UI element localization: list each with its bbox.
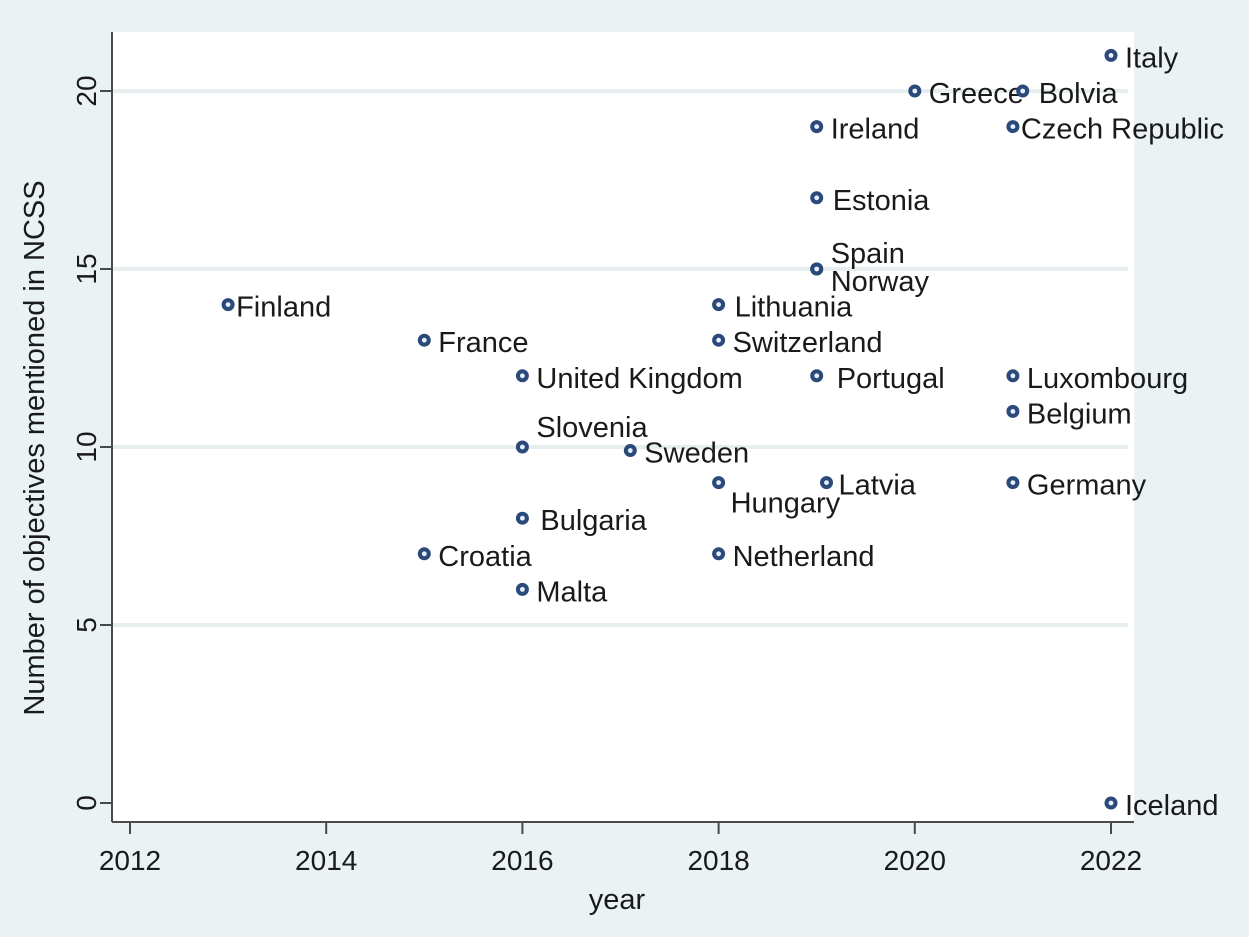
data-points: Italy Greece Bolvia Ireland Czech Republic Es…: [221, 42, 1224, 822]
data-point-center: [1108, 53, 1114, 58]
point-label: Spain: [831, 238, 905, 270]
point-label: Czech Republic: [1021, 114, 1224, 146]
y-axis-title: Number of objectives mentioned in NCSS: [19, 180, 51, 715]
point-label: Greece: [929, 78, 1024, 110]
data-point-center: [814, 266, 820, 272]
data-point-center: [716, 302, 721, 307]
point-label: France: [438, 327, 528, 359]
data-point-center: [520, 373, 525, 379]
data-point-center: [1010, 124, 1016, 129]
y-tick-label: 5: [71, 617, 102, 633]
point-label: Netherland: [733, 541, 875, 573]
point-label: Belgium: [1027, 398, 1132, 430]
data-point-center: [627, 448, 633, 453]
plot-area: [112, 32, 1134, 822]
gridlines: [113, 89, 1128, 627]
x-axis-title: year: [589, 884, 646, 916]
point-label: Bolvia: [1039, 78, 1119, 110]
point-label: Germany: [1027, 470, 1147, 502]
point-label: Estonia: [833, 185, 931, 217]
point-label: Lithuania: [735, 292, 854, 324]
y-tick-label: 20: [71, 75, 102, 106]
data-point-center: [716, 337, 721, 343]
data-point-center: [824, 480, 829, 485]
point-label: Italy: [1125, 42, 1179, 74]
point-label: Sweden: [644, 438, 749, 470]
x-tick-label: 2020: [884, 845, 946, 876]
point-label: Luxombourg: [1027, 363, 1188, 395]
data-point-center: [716, 551, 721, 557]
data-point-center: [912, 88, 918, 94]
data-point-center: [814, 124, 820, 129]
x-tick-label: 2018: [687, 845, 749, 876]
x-tick-label: 2012: [99, 845, 161, 876]
point-label: Iceland: [1125, 790, 1219, 822]
data-point-center: [1108, 800, 1114, 806]
point-label: Bulgaria: [540, 505, 647, 537]
data-point-center: [1010, 373, 1016, 379]
data-point-center: [1010, 409, 1016, 414]
x-tick-label: 2014: [295, 845, 357, 876]
data-point-center: [520, 587, 525, 592]
point-label: United Kingdom: [536, 363, 742, 395]
x-tick-label: 2016: [491, 845, 553, 876]
data-point-center: [421, 551, 427, 557]
y-tick-label: 10: [71, 431, 102, 462]
y-tick-label: 0: [71, 795, 102, 811]
data-point-center: [814, 195, 820, 201]
data-point-center: [1020, 88, 1026, 94]
data-point-center: [1010, 480, 1016, 485]
y-tick-label: 15: [71, 253, 102, 284]
y-axis-ticks: 0 5 10 15 20: [71, 75, 112, 811]
data-point-center: [421, 337, 427, 343]
point-label: Latvia: [839, 470, 917, 502]
data-point-center: [716, 480, 721, 485]
data-point-center: [520, 515, 525, 521]
point-label: Ireland: [831, 114, 920, 146]
point-label: Slovenia: [536, 412, 648, 444]
point-label: Croatia: [438, 541, 532, 573]
point-label: Norway: [831, 266, 930, 298]
point-label: Portugal: [837, 363, 945, 395]
x-tick-label: 2022: [1080, 845, 1142, 876]
point-label: Finland: [236, 292, 331, 324]
point-label: Switzerland: [733, 327, 883, 359]
x-axis-ticks: 2012 2014 2016 2018 2020 2022: [99, 822, 1142, 876]
data-point-center: [814, 373, 820, 379]
point-label: Hungary: [731, 488, 841, 520]
data-point-center: [520, 444, 525, 450]
point-label: Malta: [536, 576, 608, 608]
data-point-center: [225, 302, 231, 307]
